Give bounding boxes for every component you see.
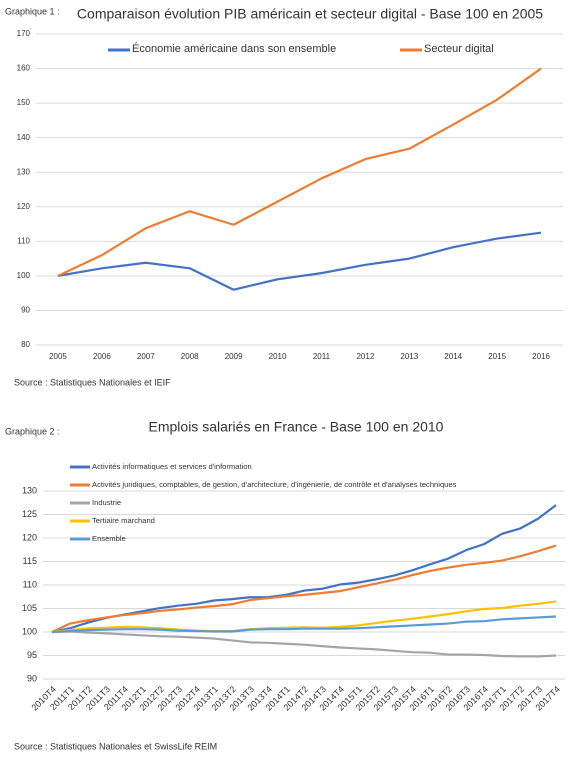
source: Source : Statistiques Nationales et Swis… — [14, 741, 217, 751]
y-tick-label: 130 — [17, 167, 31, 176]
series-line — [51, 615, 557, 634]
series-line — [57, 67, 542, 277]
y-tick-label: 100 — [22, 626, 37, 636]
y-tick-label: 120 — [17, 202, 31, 211]
x-tick-label: 2015 — [488, 352, 506, 361]
x-tick-label: 2009 — [225, 352, 243, 361]
legend-label: Secteur digital — [424, 43, 494, 55]
y-tick-label: 110 — [17, 236, 30, 245]
legend-label: Économie américaine dans son ensemble — [132, 42, 336, 55]
x-tick-label: 2012 — [356, 352, 374, 361]
series-line — [51, 504, 557, 634]
y-tick-label: 125 — [22, 509, 37, 519]
series-line — [57, 231, 542, 291]
y-tick-label: 140 — [17, 133, 31, 142]
y-tick-label: 110 — [23, 579, 37, 589]
y-tick-label: 95 — [27, 650, 37, 660]
y-tick-label: 160 — [17, 64, 31, 73]
series-line — [51, 544, 557, 633]
x-tick-label: 2006 — [93, 352, 111, 361]
chart-title: Emplois salariés en France - Base 100 en… — [149, 419, 444, 435]
source: Source : Statistiques Nationales et IEIF — [14, 377, 171, 387]
legend-label: Industrie — [92, 498, 121, 507]
y-tick-label: 150 — [17, 98, 31, 107]
x-tick-label: 2014 — [444, 352, 462, 361]
series-line — [51, 630, 557, 658]
y-tick-label: 105 — [22, 603, 37, 613]
legend-label: Activités informatiques et services d'in… — [92, 462, 252, 471]
y-tick-label: 90 — [27, 673, 37, 683]
y-tick-label: 80 — [21, 340, 30, 349]
legend-label: Ensemble — [92, 534, 126, 543]
x-tick-label: 2007 — [137, 352, 155, 361]
y-tick-label: 90 — [21, 306, 30, 315]
y-tick-label: 115 — [23, 556, 37, 566]
figure-label: Graphique 2 : — [5, 426, 60, 436]
figure-label: Graphique 1 : — [5, 6, 60, 16]
legend-label: Activités juridiques, comptables, de ges… — [92, 480, 457, 489]
series-line — [51, 600, 557, 634]
x-tick-label: 2011 — [313, 352, 331, 361]
y-tick-label: 130 — [22, 485, 37, 495]
chart-title: Comparaison évolution PIB américain et s… — [77, 6, 543, 22]
x-tick-label: 2016 — [532, 352, 550, 361]
x-tick-label: 2010 — [269, 352, 287, 361]
x-tick-label: 2008 — [181, 352, 199, 361]
x-tick-label: 2013 — [400, 352, 418, 361]
x-tick-label: 2005 — [49, 352, 67, 361]
y-tick-label: 100 — [17, 271, 31, 280]
y-tick-label: 120 — [22, 532, 37, 542]
y-tick-label: 170 — [17, 29, 31, 38]
legend-label: Tertiaire marchand — [92, 516, 155, 525]
